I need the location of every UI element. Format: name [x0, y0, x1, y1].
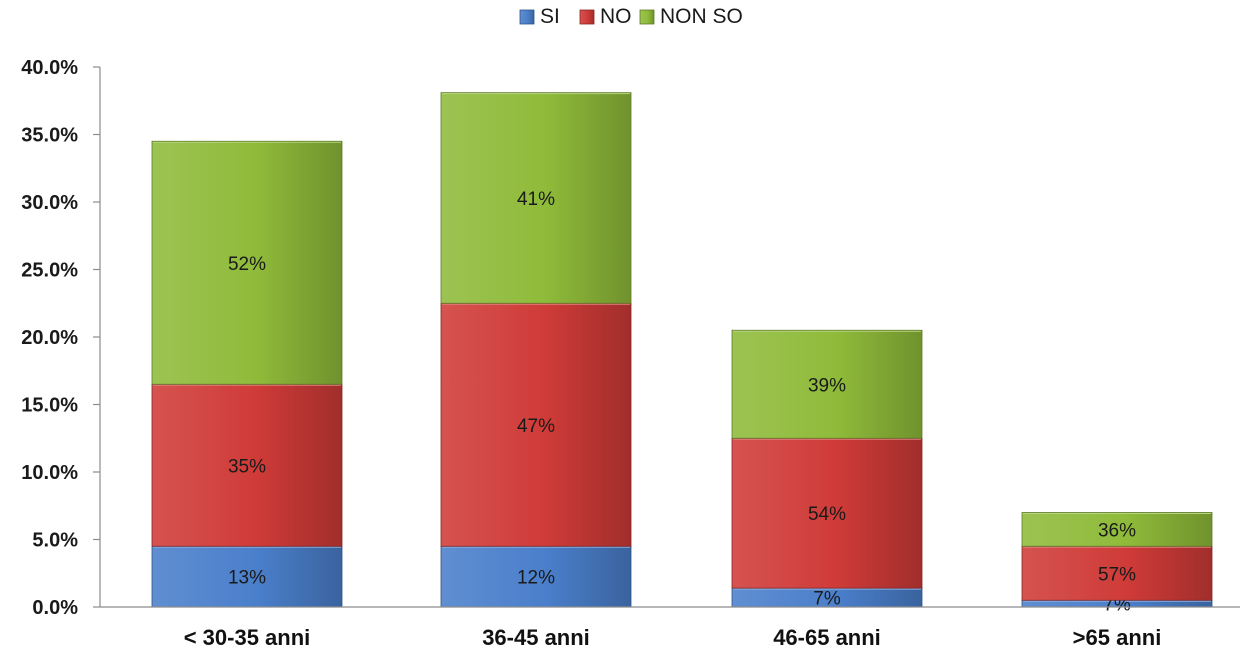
x-category-label: 36-45 anni	[482, 625, 590, 650]
bar-segment-non-so	[151, 140, 343, 385]
y-tick-label: 40.0%	[21, 57, 78, 79]
legend-item: NO	[579, 5, 632, 28]
data-label: 12%	[517, 568, 555, 589]
bar-stack: 7%57%36%	[1021, 512, 1213, 616]
data-label: 35%	[228, 456, 266, 477]
bar-stack: 13% 35% 52%	[151, 140, 343, 608]
bar-segment-no	[1021, 545, 1213, 601]
y-axis: 0.0% 5.0% 10.0% 15.0% 20.0% 25.0% 30.0% 35.0% 40…	[21, 57, 101, 619]
data-label: 7%	[813, 589, 841, 610]
y-tick-label: 30.0%	[21, 192, 78, 214]
y-tick-label: 5.0%	[32, 530, 78, 552]
data-label: 39%	[808, 375, 846, 396]
data-label: 47%	[517, 416, 555, 437]
bar-stack: 7% 54% 39%	[731, 329, 923, 610]
y-tick-label: 15.0%	[21, 395, 78, 417]
y-tick-label: 0.0%	[32, 597, 78, 619]
legend-item: SI	[519, 5, 560, 28]
legend-label: NO	[600, 5, 632, 28]
x-axis: < 30-35 anni 36-45 anni 46-65 anni >65 anni	[100, 606, 1240, 650]
data-label: 57%	[1098, 564, 1136, 585]
legend-swatch	[519, 9, 535, 25]
legend-item: NON SO	[639, 5, 743, 28]
bar-segment-non-so	[1021, 512, 1213, 547]
y-tick-label: 25.0%	[21, 260, 78, 282]
bar-segment-non-so	[731, 329, 923, 439]
bar-stack: 12% 47% 41%	[440, 92, 632, 608]
x-category-label: >65 anni	[1073, 625, 1162, 650]
bar-segment-no	[731, 437, 923, 589]
bar-segment-no	[151, 383, 343, 547]
y-tick-label: 20.0%	[21, 327, 78, 349]
bar-segment-non-so	[440, 92, 632, 304]
data-label: 54%	[808, 504, 846, 525]
bar-segment-no	[440, 302, 632, 547]
x-category-label: 46-65 anni	[773, 625, 881, 650]
legend-swatch	[639, 9, 655, 25]
data-label: 13%	[228, 568, 266, 589]
data-label: 41%	[517, 189, 555, 210]
data-label: 36%	[1098, 520, 1136, 541]
legend-label: SI	[540, 5, 560, 28]
legend: SI NO NON SO	[519, 5, 743, 28]
data-label: 52%	[228, 254, 266, 275]
x-category-label: < 30-35 anni	[184, 625, 311, 650]
legend-swatch	[579, 9, 595, 25]
y-tick-label: 35.0%	[21, 125, 78, 147]
bars: 13% 35% 52% 12% 47% 41% 7% 54% 39%7% 57% 36%	[151, 92, 1213, 616]
y-tick-label: 10.0%	[21, 462, 78, 484]
legend-label: NON SO	[660, 5, 743, 28]
